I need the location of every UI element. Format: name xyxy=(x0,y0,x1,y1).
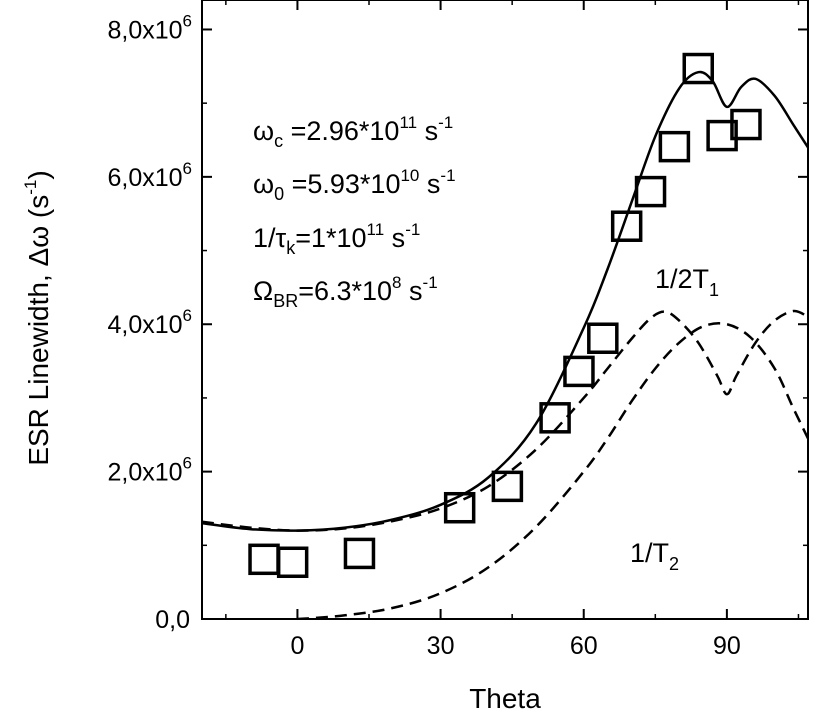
y-axis-title: ESR Linewidth, Δω (s-1) xyxy=(21,170,54,465)
curve-label-t2: 1/T2 xyxy=(630,538,679,574)
y-tick-label: 6,0x106 xyxy=(107,159,192,192)
x-tick-label: 90 xyxy=(713,632,741,660)
data-point-square xyxy=(682,52,715,85)
data-point-square xyxy=(539,402,571,434)
tick-marks xyxy=(202,0,808,620)
data-point-square xyxy=(443,491,476,524)
data-point-square xyxy=(730,108,762,141)
data-point-square xyxy=(248,543,280,576)
data-point-square xyxy=(587,322,619,354)
data-point-square xyxy=(706,119,738,152)
tick-labels: 0 30 60 90 0,0 2,0x106 4,0x106 6,0x106 8,0x106 xyxy=(107,11,740,660)
data-point-square xyxy=(658,130,691,163)
x-tick-label: 0 xyxy=(290,632,304,660)
data-point-square xyxy=(276,546,309,579)
y-tick-label: 0,0 xyxy=(155,606,190,634)
data-markers xyxy=(248,52,762,579)
y-tick-label: 2,0x106 xyxy=(107,454,192,487)
x-tick-label: 60 xyxy=(570,632,598,660)
y-tick-label: 8,0x106 xyxy=(107,11,192,44)
parameter-annotations: ωc =2.96*1011 s-1 ω0 =5.93*1010 s-1 1/τk… xyxy=(253,113,456,311)
data-point-square xyxy=(491,470,524,503)
data-point-square xyxy=(610,210,643,242)
annotation-omega-0: ω0 =5.93*1010 s-1 xyxy=(253,166,456,204)
curve-half-t1-dashed xyxy=(202,309,808,532)
data-point-square xyxy=(343,537,376,570)
curve-t2-dashed xyxy=(262,322,808,619)
data-point-square xyxy=(634,175,667,208)
data-point-square xyxy=(563,355,595,388)
x-axis-title: Theta xyxy=(469,683,541,714)
curves xyxy=(202,70,808,619)
curve-label-half-t1: 1/2T1 xyxy=(655,264,719,300)
annotation-omega-br: ΩBR=6.3*108 s-1 xyxy=(253,273,438,311)
annotation-omega-c: ωc =2.96*1011 s-1 xyxy=(253,113,453,151)
annotation-tau-k: 1/τk=1*1011 s-1 xyxy=(253,220,420,258)
plot-frame xyxy=(201,0,809,620)
y-tick-label: 4,0x106 xyxy=(107,306,192,339)
x-tick-label: 30 xyxy=(427,632,455,660)
